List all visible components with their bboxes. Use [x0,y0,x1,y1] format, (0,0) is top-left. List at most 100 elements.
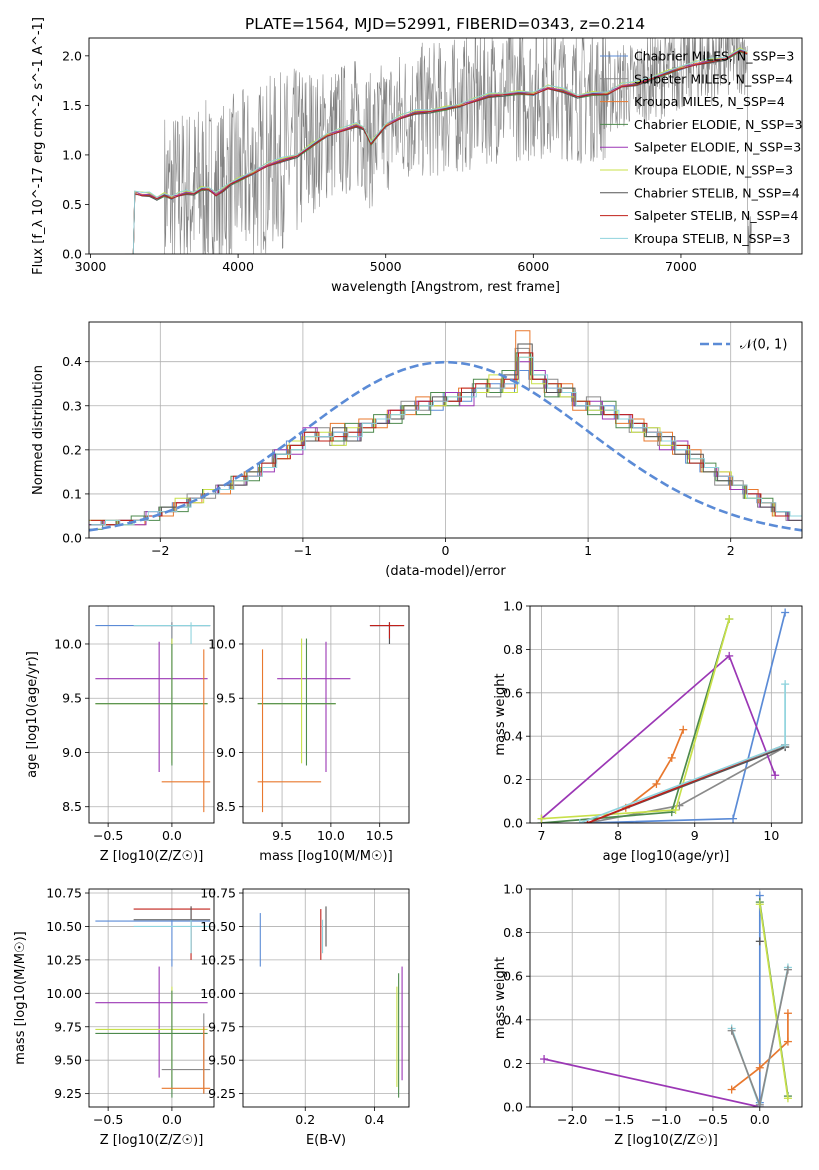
chart-residuals: −2 −1 0 1 2 0.0 0.1 0.2 0.3 0.4 (data-model)/error… [31,321,803,579]
x-tick-label: 5000 [370,259,402,274]
legend-label: Salpeter ELODIE, N_SSP=3 [634,140,801,155]
legend-label: Salpeter MILES, N_SSP=4 [634,71,793,86]
y-tick-label: 0.4 [62,354,82,369]
y-tick-label: 0.2 [62,442,82,457]
x-tick-label: 3000 [75,259,107,274]
plots-layer: 3000 4000 5000 6000 7000 0.0 0.5 1.0 1.5 2.0 wavel… [13,17,803,1148]
y-tick-label: 0.4 [503,1012,523,1027]
chart-mass_vs_EBV: 0.2 0.4 9.25 9.50 9.75 10.00 10.25 10.50 10.75 E(… [200,886,410,1148]
chart-spectrum: 3000 4000 5000 6000 7000 0.0 0.5 1.0 1.5 2.0 wavel… [31,17,803,295]
x-axis-label: Z [log10(Z/Z☉)] [100,849,204,864]
residual-histogram [89,330,801,526]
model-spectrum-line [125,50,748,254]
x-axis-label: Z [log10(Z/Z☉)] [100,1133,204,1148]
y-tick-label: 9.0 [216,745,236,760]
weight-line [579,684,786,823]
y-tick-label: 10.25 [200,952,236,967]
x-axis-label: E(B-V) [306,1133,346,1148]
x-tick-label: −1.5 [604,1112,634,1127]
axes-frame [88,888,215,1108]
y-tick-label: 1.5 [62,98,82,113]
x-axis-label: mass [log10(M/M☉)] [259,849,392,864]
y-tick-label: 9.75 [54,1019,82,1034]
x-axis-label: age [log10(age/yr)] [603,849,730,864]
x-tick-label: 0.0 [162,828,182,843]
y-tick-label: 9.75 [208,1019,236,1034]
plot-area [259,906,403,1098]
y-tick-label: 0.6 [503,969,523,984]
y-tick-label: 0.1 [62,486,82,501]
y-axis-label: mass weight [493,957,508,1039]
axes-frame [242,888,410,1108]
y-tick-label: 10.75 [200,886,236,901]
y-tick-label: 10.00 [46,986,82,1001]
weight-line [625,729,684,809]
x-axis-label: wavelength [Angstrom, rest frame] [331,280,560,295]
x-tick-label: 4000 [222,259,254,274]
observed-spectrum [164,38,752,254]
plot-area [125,38,752,254]
y-tick-label: 1.0 [503,882,523,897]
x-tick-label: 10 [763,828,779,843]
plot-area [540,891,792,1107]
chart-age_vs_mass: 9.5 10.0 10.5 8.5 9.0 9.5 10.0 mass [log10(M/M☉… [208,605,410,864]
y-tick-label: 0.8 [503,925,523,940]
axes-frame [242,605,410,824]
legend-label: 𝒩(0, 1) [740,338,787,353]
legend-label: Kroupa MILES, N_SSP=4 [634,94,785,109]
axes-frame [529,605,803,824]
chart-age_vs_Z: −0.5 0.0 8.5 9.0 9.5 10.0 Z [log10(Z/Z☉)] age [… [25,605,215,864]
x-tick-label: 0 [442,543,450,558]
y-tick-label: 9.0 [62,745,82,760]
figure-title: PLATE=1564, MJD=52991, FIBERID=0343, z=0… [245,15,645,33]
y-tick-label: 8.5 [62,799,82,814]
x-tick-label: −2 [151,543,169,558]
y-tick-label: 0.0 [62,247,82,262]
x-tick-label: 10.5 [366,828,394,843]
x-tick-label: 10.0 [317,828,345,843]
x-tick-label: 6000 [517,259,549,274]
y-tick-label: 0.0 [503,1100,523,1115]
y-tick-label: 1.0 [503,599,523,614]
plot-area [89,330,802,532]
y-tick-label: 0.4 [503,729,523,744]
y-tick-label: 10.75 [46,886,82,901]
x-tick-label: 0.0 [750,1112,770,1127]
y-tick-label: 9.50 [54,1053,82,1068]
x-tick-label: 9.5 [272,828,292,843]
residual-histogram [91,356,802,526]
gaussian-curve [89,360,802,532]
y-tick-label: 10.50 [200,919,236,934]
x-axis-label: (data-model)/error [385,564,506,579]
y-axis-label: Normed distribution [31,365,46,495]
weight-line [541,618,731,820]
y-tick-label: 10.00 [200,986,236,1001]
legend-label: Chabrier MILES, N_SSP=3 [634,49,794,64]
chart-weight_vs_age: 7 8 9 10 0.0 0.2 0.4 0.6 0.8 1.0 age [log10(age/yr… [493,599,803,864]
y-tick-label: 9.50 [208,1053,236,1068]
axes-frame [88,321,803,539]
residual-histogram [90,352,802,526]
y-tick-label: 10.0 [208,636,236,651]
weight-line [587,612,786,823]
x-tick-label: −0.5 [698,1112,728,1127]
plot-area [95,622,211,813]
y-axis-label: age [log10(age/yr)] [25,651,40,778]
legend-label: Salpeter STELIB, N_SSP=4 [634,208,799,223]
y-tick-label: 10.0 [54,636,82,651]
plot-area [95,906,211,1098]
legend: 𝒩(0, 1) [700,338,787,353]
chart-mass_vs_Z: −0.5 0.0 9.25 9.50 9.75 10.00 10.25 10.50 10.75 Z… [13,886,215,1148]
x-tick-label: 0.4 [364,1112,384,1127]
weight-line [731,1013,789,1091]
y-axis-label: mass weight [493,673,508,755]
x-tick-label: −1 [294,543,312,558]
y-tick-label: 9.25 [208,1086,236,1101]
x-tick-label: −0.5 [93,1112,123,1127]
x-tick-label: 9 [691,828,699,843]
y-tick-label: 9.5 [62,691,82,706]
x-tick-label: 1 [584,543,592,558]
y-tick-label: 10.25 [46,952,82,967]
legend: Chabrier MILES, N_SSP=3 Salpeter MILES, N… [600,49,803,246]
y-tick-label: 9.5 [216,691,236,706]
